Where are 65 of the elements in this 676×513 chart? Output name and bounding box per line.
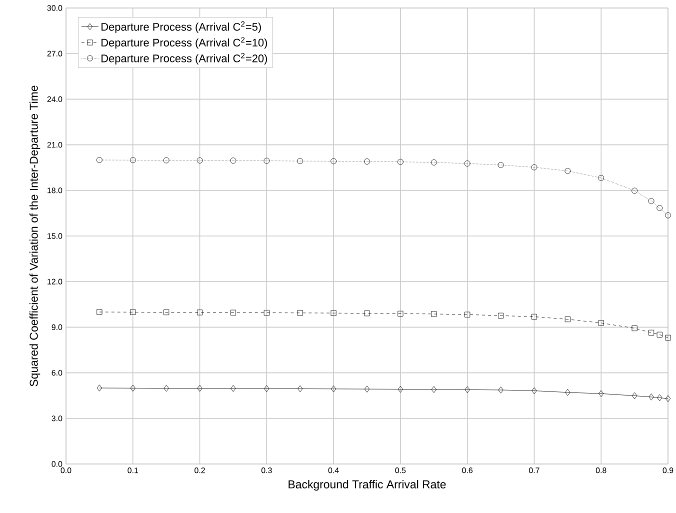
point [532,387,537,394]
point [397,158,404,165]
point [330,310,336,316]
point [648,198,654,204]
legend-label: Departure Process (Arrival C$^{2}$=20) [102,52,268,64]
point [164,310,170,316]
point [632,188,638,194]
point [665,212,671,218]
point [648,394,654,400]
point [130,157,136,164]
point [230,158,236,164]
point [656,332,662,338]
point [657,394,662,402]
point [297,158,304,164]
point [464,160,470,166]
point [96,157,102,163]
point [364,310,370,316]
legend-label: Departure Process (Arrival C$^{2}$=5) [102,21,261,33]
point [298,385,303,392]
point [498,162,504,168]
x-axis-title: Background Traffic Arrival Rate [288,480,446,491]
point [598,320,604,326]
y-axis-title: Squared Coefficient of Variation of the Inter-Departure Time [29,86,40,386]
point [196,157,203,164]
point [531,164,538,170]
point [632,325,638,332]
point [230,385,236,392]
point [430,159,437,166]
point [564,168,571,174]
point [665,334,671,340]
legend-label: Departure Process (Arrival C$^{2}$=10) [102,37,268,49]
point [565,389,570,396]
point [665,395,671,402]
point [197,384,202,392]
point [464,312,470,318]
point [230,310,236,316]
point [264,310,270,316]
point [564,316,570,322]
point [431,311,437,317]
point [163,157,170,164]
point [96,309,102,315]
point [598,174,604,181]
point [648,330,654,336]
point [96,384,102,392]
point [632,392,638,400]
point [264,158,270,164]
point [196,310,203,316]
point [656,205,663,212]
point [398,310,404,316]
point [531,314,538,320]
point [330,386,336,392]
point [398,386,404,393]
point [130,309,136,315]
point [330,158,337,164]
point [598,390,604,398]
point [364,158,370,165]
point [498,386,504,394]
point [297,310,303,316]
point [130,384,136,392]
point [264,385,270,392]
point [464,386,470,394]
point [498,312,504,318]
point [364,386,370,392]
point [164,384,169,392]
point [431,386,436,393]
